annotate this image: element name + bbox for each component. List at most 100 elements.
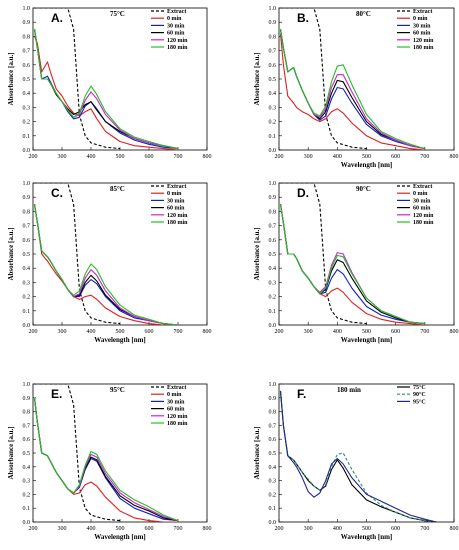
panel-label: A. <box>51 11 63 25</box>
y-tick-label: 0.0 <box>269 148 277 154</box>
legend-label: 60 min <box>167 407 185 413</box>
panel-label: B. <box>297 11 309 25</box>
y-tick-label: 0.5 <box>269 252 277 258</box>
y-tick-label: 0.1 <box>23 506 31 512</box>
y-tick-label: 0.6 <box>23 238 31 244</box>
legend-label: Extract <box>167 9 186 15</box>
legend-label: 0 min <box>167 16 182 22</box>
x-tick-label: 600 <box>145 526 154 532</box>
y-tick-label: 0.5 <box>23 252 31 258</box>
series-line-75-c <box>279 390 437 522</box>
x-tick-label: 400 <box>87 526 96 532</box>
series-line-0-min <box>279 33 425 150</box>
legend-label: 75°C <box>413 384 426 391</box>
x-tick-label: 700 <box>420 526 429 532</box>
series-group <box>279 8 425 150</box>
legend-label: 0 min <box>167 392 182 398</box>
x-tick-label: 500 <box>362 154 371 160</box>
x-tick-label: 400 <box>333 154 342 160</box>
panel-label: F. <box>297 387 306 401</box>
y-tick-label: 0.4 <box>269 465 277 471</box>
legend-label: 120 min <box>167 38 188 44</box>
plot-frame <box>278 383 455 523</box>
y-tick-label: 0.2 <box>269 120 277 126</box>
y-tick-label: 0.8 <box>23 34 31 40</box>
panel-label: D. <box>297 186 309 200</box>
y-tick-label: 0.0 <box>23 148 31 154</box>
series-group <box>33 8 179 150</box>
chart-panel-4: 200 300 400 500 600 700 800 0.0 0.1 0.2 0.3 0.4 0.5 0… <box>253 181 459 344</box>
y-tick-label: 1.0 <box>23 6 31 12</box>
x-tick-label: 300 <box>58 526 67 532</box>
series-line-extract <box>34 183 121 325</box>
legend-label: Extract <box>167 385 186 391</box>
panel-temperature: 75°C <box>110 10 125 18</box>
legend-label: 60 min <box>167 31 185 37</box>
y-tick-label: 0.7 <box>23 49 31 55</box>
x-tick-label: 700 <box>174 526 183 532</box>
y-tick-label: 0.6 <box>269 238 277 244</box>
y-tick-label: 0.7 <box>269 49 277 55</box>
panel-label: E. <box>51 387 62 401</box>
x-tick-label: 400 <box>333 329 342 335</box>
legend-label: 180 min <box>167 45 188 51</box>
x-tick-label: 600 <box>391 154 400 160</box>
series-line-180-min <box>33 397 179 522</box>
panel-temperature: 85°C <box>110 185 125 193</box>
y-tick-label: 0.2 <box>269 295 277 301</box>
y-tick-label: 1.0 <box>269 6 277 12</box>
y-tick-label: 1.0 <box>269 382 277 388</box>
series-line-30-min <box>33 29 179 150</box>
y-tick-label: 0.9 <box>23 396 31 402</box>
x-tick-label: 200 <box>29 154 38 160</box>
y-tick-label: 0.5 <box>269 77 277 83</box>
legend-label: 120 min <box>413 213 434 219</box>
legend-label: 95°C <box>413 398 426 405</box>
chart-panel-6: 200 300 400 500 600 700 800 0.0 0.1 0.2 0.3 0.4 0.5 0… <box>253 382 459 541</box>
x-tick-label: 700 <box>420 154 429 160</box>
panel-temperature: 95°C <box>110 386 125 394</box>
x-tick-label: 200 <box>275 329 284 335</box>
legend-label: Extract <box>167 184 186 190</box>
y-axis-label: Absorbance [a.u.] <box>7 52 15 105</box>
legend-label: 30 min <box>413 23 431 29</box>
legend-label: 180 min <box>167 421 188 427</box>
y-axis-label: Absorbance [a.u.] <box>7 426 15 479</box>
series-line-extract <box>34 8 121 150</box>
legend-label: 180 min <box>413 220 434 226</box>
y-tick-label: 0.6 <box>269 63 277 69</box>
legend-label: 180 min <box>413 45 434 51</box>
series-line-0-min <box>33 204 178 325</box>
x-tick-label: 700 <box>174 154 183 160</box>
legend-label: 0 min <box>167 191 182 197</box>
legend-label: 60 min <box>167 206 185 212</box>
y-tick-label: 0.6 <box>23 437 31 443</box>
x-axis-label: Wavelength [nm] <box>341 336 393 344</box>
x-axis-label: Wavelength [nm] <box>94 336 146 344</box>
y-tick-label: 0.4 <box>269 91 277 97</box>
y-axis-label: Absorbance [a.u.] <box>253 227 261 280</box>
y-tick-label: 0.7 <box>23 423 31 429</box>
legend-label: 180 min <box>167 220 188 226</box>
x-tick-label: 500 <box>362 526 371 532</box>
y-tick-label: 0.0 <box>23 323 31 329</box>
x-tick-label: 200 <box>275 154 284 160</box>
y-tick-label: 0.8 <box>23 209 31 215</box>
legend-label: Extract <box>413 184 432 190</box>
x-tick-label: 700 <box>420 329 429 335</box>
y-tick-label: 0.5 <box>23 451 31 457</box>
x-tick-label: 500 <box>362 329 371 335</box>
x-tick-label: 600 <box>391 526 400 532</box>
series-line-180-min <box>33 29 179 150</box>
legend-label: 60 min <box>413 31 431 37</box>
legend-label: 0 min <box>413 191 428 197</box>
y-tick-label: 0.2 <box>269 492 277 498</box>
y-tick-label: 0.7 <box>23 224 31 230</box>
legend-label: 120 min <box>167 414 188 420</box>
series-line-95-c <box>279 390 437 522</box>
y-tick-label: 0.9 <box>269 20 277 26</box>
x-tick-label: 300 <box>304 154 313 160</box>
legend-label: 30 min <box>167 399 185 405</box>
series-group <box>33 183 179 325</box>
y-tick-label: 0.5 <box>23 77 31 83</box>
